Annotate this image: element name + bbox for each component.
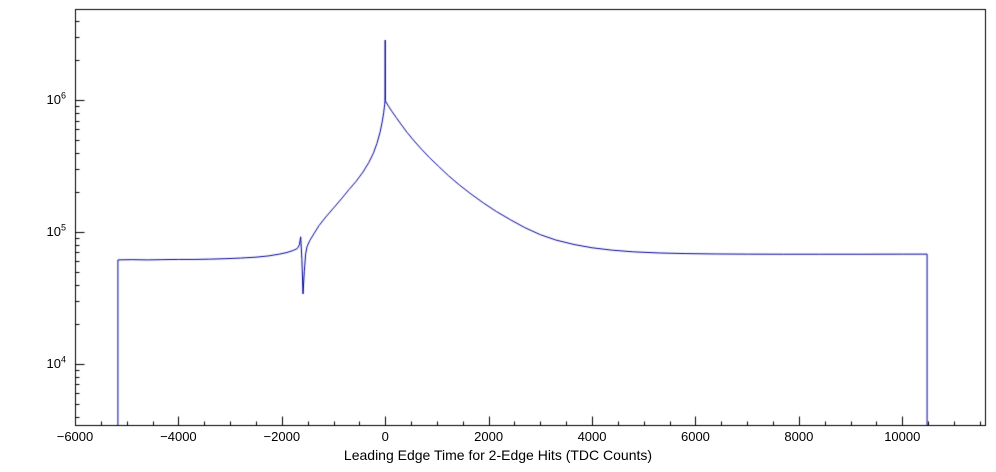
x-axis-title: Leading Edge Time for 2-Edge Hits (TDC C… [343,447,653,463]
